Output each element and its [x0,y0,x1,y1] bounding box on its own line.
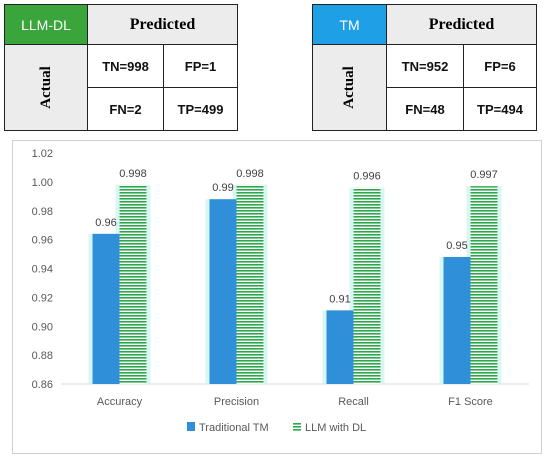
confusion-matrix-tm: TM Predicted Actual TN=952 FP=6 FN=48 TP… [312,4,537,131]
bar-llm-with-dl [119,184,147,384]
data-label: 0.99 [212,182,233,194]
y-tick-label: 0.92 [32,292,53,304]
confusion-matrix-llm-dl: LLM-DL Predicted Actual TN=998 FP=1 FN=2… [4,4,238,131]
x-tick-label: Recall [338,396,369,408]
legend-swatch-llm-with-dl [293,422,301,431]
bar-llm-with-dl [353,187,381,384]
data-label: 0.998 [236,168,264,180]
y-tick-label: 0.98 [32,206,53,218]
data-label: 0.95 [446,240,467,252]
predicted-header: Predicted [386,4,537,45]
matrix-label-tm: TM [312,4,387,45]
metrics-bar-chart: 0.86 0.88 0.90 0.92 0.94 0.96 0.98 1.00 1.02 0.96… [12,140,542,454]
actual-header: Actual [4,44,88,131]
fn-cell: FN=48 [386,87,464,131]
fn-cell: FN=2 [87,87,164,131]
y-tick-label: 0.86 [32,379,53,391]
tn-cell: TN=998 [87,44,164,88]
legend-label-llm-with-dl: LLM with DL [305,422,366,434]
tn-cell: TN=952 [386,44,464,88]
bar-llm-with-dl [236,184,264,384]
fp-cell: FP=1 [163,44,238,88]
data-label: 0.996 [353,171,381,183]
tp-cell: TP=499 [163,87,238,131]
tp-cell: TP=494 [463,87,537,131]
bar-traditional-tm [209,199,237,384]
y-tick-label: 0.94 [32,264,53,276]
fp-cell: FP=6 [463,44,537,88]
y-tick-label: 1.00 [32,177,53,189]
data-label: 0.96 [95,217,116,229]
y-tick-label: 1.02 [32,148,53,160]
y-tick-label: 0.88 [32,350,53,362]
matrix-label-llm-dl: LLM-DL [4,4,88,45]
data-label: 0.998 [119,168,147,180]
bar-llm-with-dl [470,186,498,384]
y-tick-label: 0.90 [32,321,53,333]
bar-traditional-tm [326,310,354,384]
y-tick-label: 0.96 [32,235,53,247]
actual-header: Actual [312,44,387,131]
data-label: 0.997 [470,169,498,181]
chart-svg: 0.86 0.88 0.90 0.92 0.94 0.96 0.98 1.00 1.02 0.96… [32,148,529,434]
bar-traditional-tm [443,256,471,384]
predicted-header: Predicted [87,4,238,45]
legend-swatch-traditional-tm [187,422,195,431]
x-tick-label: Precision [214,396,259,408]
bar-traditional-tm [92,233,120,384]
x-tick-label: F1 Score [448,396,493,408]
data-label: 0.91 [329,293,350,305]
legend-label-traditional-tm: Traditional TM [199,422,269,434]
x-tick-label: Accuracy [97,396,143,408]
